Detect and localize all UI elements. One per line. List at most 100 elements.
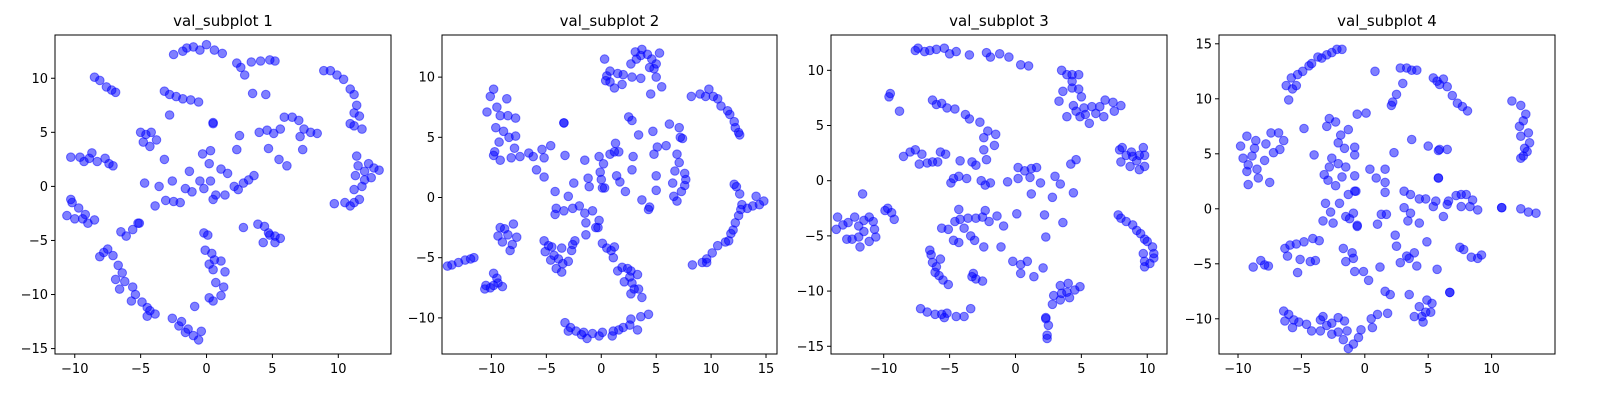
y-tick-label: 5 (816, 119, 824, 134)
data-point (1297, 66, 1308, 77)
data-point (939, 312, 950, 323)
data-point (1022, 256, 1033, 267)
data-point (842, 234, 852, 244)
data-point (351, 151, 362, 161)
data-point (139, 178, 150, 188)
y-tick-label: −10 (1185, 312, 1212, 327)
data-point (617, 79, 627, 90)
data-point (1008, 256, 1018, 267)
data-point (1248, 262, 1258, 272)
data-point (1038, 263, 1048, 273)
data-point (243, 175, 254, 185)
data-point (984, 216, 994, 227)
data-point (537, 144, 547, 155)
data-point (622, 263, 633, 274)
data-point (1352, 221, 1362, 232)
data-point (1420, 194, 1431, 204)
data-point (117, 268, 127, 278)
data-point (1026, 189, 1037, 199)
data-point (675, 132, 686, 143)
data-point (1361, 108, 1371, 118)
data-point (509, 143, 520, 153)
x-tick-label: −10 (870, 362, 897, 377)
y-tick-label: 10 (1195, 92, 1212, 107)
data-point (977, 212, 988, 222)
data-point (1041, 232, 1051, 242)
data-point (102, 244, 113, 254)
data-point (961, 173, 972, 184)
data-point (151, 135, 162, 145)
data-point (563, 256, 574, 267)
data-point (263, 143, 274, 154)
data-point (247, 88, 258, 99)
data-point (651, 72, 662, 82)
data-point (963, 213, 973, 223)
data-point (597, 183, 608, 193)
data-point (503, 230, 513, 240)
data-point (1414, 301, 1425, 312)
data-point (998, 221, 1009, 231)
data-point (580, 155, 590, 165)
data-point (1381, 209, 1392, 220)
x-tick-label: −5 (537, 362, 556, 377)
data-point (1395, 63, 1406, 73)
data-point (539, 172, 549, 182)
data-point (843, 217, 853, 228)
axes-frame (1218, 34, 1556, 355)
data-point (1390, 230, 1400, 240)
data-point (1055, 280, 1066, 291)
data-point (1337, 172, 1347, 182)
data-point (1242, 131, 1252, 141)
data-point (1048, 290, 1059, 301)
data-point (1075, 281, 1085, 292)
data-point (1013, 173, 1023, 184)
data-point (648, 126, 658, 137)
data-point (704, 84, 714, 94)
data-point (636, 73, 646, 84)
data-point (539, 153, 549, 163)
data-point (469, 252, 479, 263)
data-point (1320, 198, 1331, 209)
data-point (889, 214, 900, 225)
data-point (482, 107, 492, 117)
data-point (1068, 188, 1079, 198)
y-tick-label: 5 (427, 131, 435, 146)
y-tick-label: 5 (40, 126, 48, 141)
data-point (1012, 209, 1022, 219)
data-point (1406, 134, 1417, 145)
data-point (1386, 100, 1397, 111)
data-point (1333, 327, 1343, 337)
data-point (849, 212, 860, 222)
y-tick-label: −10 (408, 311, 435, 326)
data-point (238, 222, 249, 233)
data-point (1343, 189, 1354, 200)
data-point (1318, 311, 1328, 322)
data-point (1349, 150, 1360, 160)
data-point (880, 205, 890, 216)
data-point (178, 94, 188, 104)
data-point (979, 242, 989, 252)
data-point (275, 233, 286, 244)
data-point (67, 197, 77, 208)
data-point (550, 186, 560, 197)
data-point (1341, 162, 1351, 172)
data-point (1339, 143, 1350, 154)
x-tick-label: −10 (61, 362, 88, 377)
data-point (672, 196, 682, 206)
data-point (1405, 189, 1416, 200)
data-point (1039, 210, 1050, 220)
data-point (1338, 334, 1349, 345)
data-point (154, 181, 164, 192)
data-point (1423, 141, 1433, 151)
data-point (1418, 317, 1428, 327)
data-point (1310, 255, 1321, 266)
data-point (1275, 144, 1285, 155)
data-point (1292, 267, 1303, 278)
data-point (672, 149, 682, 159)
data-point (1067, 76, 1077, 87)
data-point (279, 112, 290, 122)
data-point (651, 171, 662, 181)
data-point (497, 281, 508, 292)
x-tick-label: −5 (131, 362, 150, 377)
data-point (127, 224, 138, 235)
